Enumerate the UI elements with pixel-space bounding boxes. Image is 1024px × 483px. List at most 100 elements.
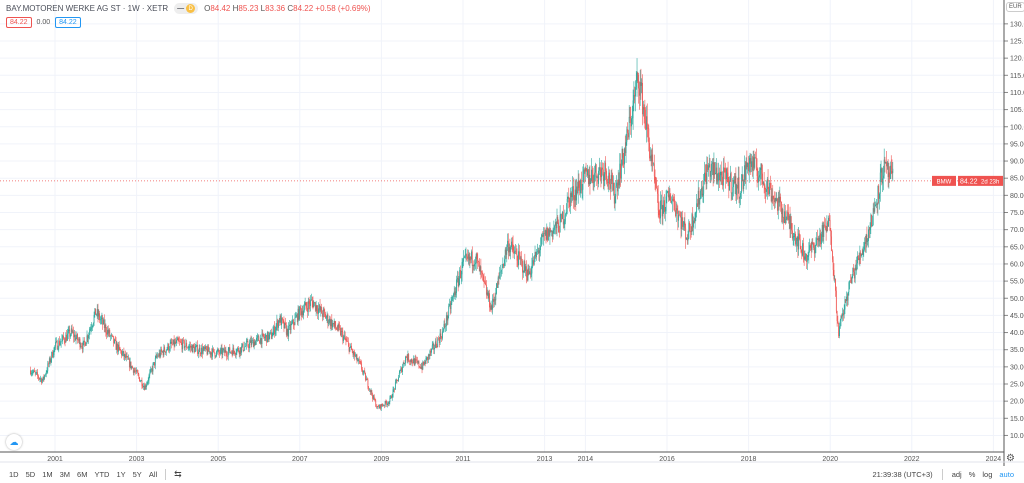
candle-body — [750, 158, 752, 167]
candle-body — [477, 258, 479, 261]
candle-body — [726, 168, 727, 180]
y-tick-label: 105.00 — [1010, 107, 1024, 114]
y-tick-label: 40.00 — [1010, 330, 1024, 337]
x-tick-label: 2003 — [129, 456, 145, 463]
candle-body — [472, 264, 474, 266]
candle-body — [278, 320, 279, 328]
candle-body — [637, 72, 639, 76]
settings-gear-icon[interactable]: ⚙ — [1006, 453, 1015, 464]
candle-body — [570, 193, 572, 198]
candle-body — [53, 347, 55, 356]
candle-body — [794, 233, 796, 237]
candle-body — [737, 177, 739, 189]
candle-body — [674, 202, 676, 211]
candle-body — [755, 157, 757, 169]
range-all[interactable]: All — [148, 470, 158, 479]
symbol-title[interactable]: BAY.MOTOREN WERKE AG ST · 1W · XETR — [6, 4, 169, 13]
currency-label[interactable]: EUR — [1006, 2, 1024, 12]
candle-body — [270, 332, 272, 339]
candle-body — [427, 356, 428, 360]
candle-body — [71, 328, 73, 333]
candle-body — [726, 168, 728, 173]
price-chart[interactable]: 10.00 15.00 20.00 25.00 30.00 35.00 40.00 45.00… — [0, 0, 1024, 466]
candle-body — [686, 237, 687, 240]
candle-body — [330, 319, 332, 327]
candle-body — [341, 330, 343, 332]
candle-body — [55, 341, 57, 346]
low-label: L — [260, 4, 266, 13]
candle-body — [160, 349, 162, 357]
sell-price[interactable]: 84.22 — [6, 17, 32, 28]
date-range-icon[interactable]: ⇆ — [174, 469, 182, 479]
range-ytd[interactable]: YTD — [94, 470, 110, 479]
candle-body — [219, 349, 221, 354]
log-toggle[interactable]: log — [982, 470, 993, 479]
candle-body — [752, 157, 754, 171]
candle-body — [781, 209, 783, 215]
candle-body — [226, 353, 228, 357]
candle-body — [742, 174, 744, 190]
candle-body — [245, 346, 246, 347]
candle-body — [97, 309, 99, 317]
candle-body — [335, 326, 337, 329]
candle-body — [594, 172, 596, 183]
candle-body — [464, 254, 466, 257]
candle-body — [449, 303, 450, 306]
candle-body — [223, 348, 224, 351]
candle-body — [441, 337, 443, 339]
candle-body — [234, 351, 235, 354]
candle-body — [383, 405, 385, 406]
candle-body — [815, 244, 817, 246]
candle-body — [388, 401, 390, 405]
candle-body — [733, 179, 734, 188]
candle-body — [70, 334, 71, 337]
candle-body — [175, 341, 177, 344]
candle-body — [85, 342, 87, 346]
range-5d[interactable]: 5D — [25, 470, 36, 479]
cloud-icon[interactable]: ☁ — [6, 434, 22, 450]
candle-body — [172, 339, 174, 345]
candle-body — [653, 163, 654, 165]
candle-body — [521, 258, 523, 261]
candle-body — [293, 324, 295, 325]
candle-body — [588, 174, 590, 185]
candle-body — [642, 107, 644, 115]
candle-body — [333, 321, 335, 325]
candle-body — [289, 324, 290, 326]
candle-body — [364, 370, 366, 373]
candle-body — [185, 342, 187, 347]
range-6m[interactable]: 6M — [77, 470, 88, 479]
candle-body — [886, 161, 887, 167]
percent-toggle[interactable]: % — [968, 470, 976, 479]
candle-body — [785, 219, 787, 224]
candle-body — [353, 351, 355, 355]
candle-body — [340, 327, 341, 336]
adj-toggle[interactable]: adj — [951, 470, 962, 479]
candle-body — [499, 272, 501, 278]
candle-body — [672, 198, 674, 200]
candle-body — [643, 107, 645, 110]
candle-body — [806, 253, 807, 262]
y-tick-label: 70.00 — [1010, 227, 1024, 234]
candle-body — [741, 174, 743, 181]
candle-body — [442, 331, 443, 339]
range-1y[interactable]: 1Y — [116, 470, 126, 479]
bar-countdown: 2d 23h — [981, 179, 999, 185]
candle-body — [75, 337, 77, 341]
candle-body — [487, 292, 489, 299]
candle-body — [576, 186, 578, 201]
candle-body — [502, 263, 504, 268]
range-1m[interactable]: 1M — [42, 470, 53, 479]
candle-body — [646, 116, 648, 128]
range-1d[interactable]: 1D — [9, 470, 19, 479]
auto-toggle[interactable]: auto — [999, 470, 1014, 479]
candle-body — [820, 233, 822, 245]
buy-price[interactable]: 84.22 — [55, 17, 81, 28]
range-5y[interactable]: 5Y — [132, 470, 142, 479]
candle-body — [372, 394, 374, 399]
candle-body — [376, 406, 378, 408]
candle-body — [394, 382, 396, 390]
candle-body — [356, 354, 358, 361]
candle-body — [836, 311, 838, 322]
range-3m[interactable]: 3M — [59, 470, 71, 479]
